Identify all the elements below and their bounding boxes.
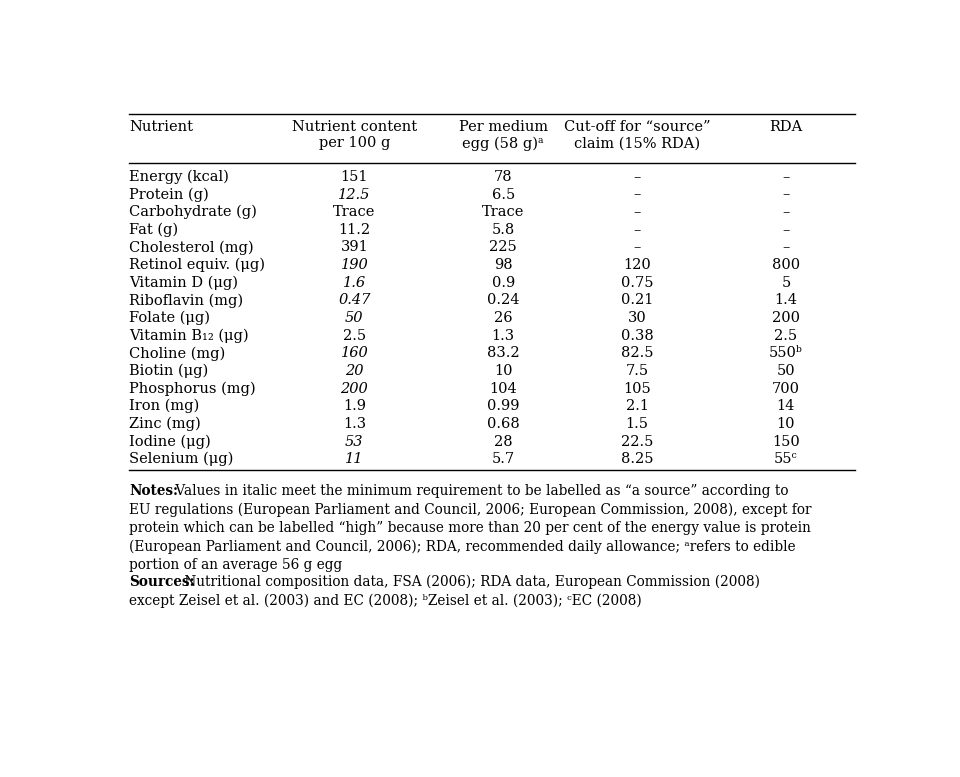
Text: 800: 800	[772, 258, 800, 272]
Text: 200: 200	[772, 311, 800, 325]
Text: 0.75: 0.75	[621, 276, 654, 290]
Text: 0.47: 0.47	[338, 294, 371, 308]
Text: –: –	[634, 205, 640, 219]
Text: Nutrient: Nutrient	[129, 120, 193, 134]
Text: 11.2: 11.2	[338, 223, 371, 237]
Text: 78: 78	[493, 170, 513, 184]
Text: 0.99: 0.99	[487, 399, 519, 413]
Text: Vitamin B₁₂ (μg): Vitamin B₁₂ (μg)	[129, 329, 249, 343]
Text: 6.5: 6.5	[492, 187, 515, 201]
Text: Trace: Trace	[333, 205, 375, 219]
Text: 190: 190	[341, 258, 369, 272]
Text: except Zeisel et al. (2003) and EC (2008); ᵇZeisel et al. (2003); ᶜEC (2008): except Zeisel et al. (2003) and EC (2008…	[129, 593, 641, 608]
Text: –: –	[634, 240, 640, 254]
Text: –: –	[782, 170, 789, 184]
Text: 2.1: 2.1	[626, 399, 649, 413]
Text: 5.7: 5.7	[492, 452, 515, 466]
Text: 150: 150	[772, 434, 800, 448]
Text: Nutritional composition data, FSA (2006); RDA data, European Commission (2008): Nutritional composition data, FSA (2006)…	[180, 574, 759, 589]
Text: 0.38: 0.38	[621, 329, 654, 343]
Text: Notes:: Notes:	[129, 483, 178, 497]
Text: 105: 105	[623, 382, 651, 395]
Text: Protein (g): Protein (g)	[129, 187, 208, 202]
Text: 2.5: 2.5	[775, 329, 798, 343]
Text: 700: 700	[772, 382, 800, 395]
Text: Biotin (μg): Biotin (μg)	[129, 364, 208, 378]
Text: Values in italic meet the minimum requirement to be labelled as “a source” accor: Values in italic meet the minimum requir…	[171, 483, 788, 497]
Text: Per medium
egg (58 g)ᵃ: Per medium egg (58 g)ᵃ	[459, 120, 548, 151]
Text: Carbohydrate (g): Carbohydrate (g)	[129, 205, 257, 219]
Text: 1.4: 1.4	[775, 294, 798, 308]
Text: 160: 160	[341, 347, 369, 361]
Text: 5: 5	[781, 276, 790, 290]
Text: Fat (g): Fat (g)	[129, 222, 178, 237]
Text: 30: 30	[628, 311, 646, 325]
Text: Iodine (μg): Iodine (μg)	[129, 434, 210, 449]
Text: Zinc (mg): Zinc (mg)	[129, 416, 201, 431]
Text: 98: 98	[493, 258, 513, 272]
Text: Selenium (μg): Selenium (μg)	[129, 452, 233, 466]
Text: 10: 10	[493, 364, 513, 378]
Text: 53: 53	[345, 434, 364, 448]
Text: 1.3: 1.3	[492, 329, 515, 343]
Text: –: –	[634, 187, 640, 201]
Text: 20: 20	[345, 364, 364, 378]
Text: Choline (mg): Choline (mg)	[129, 346, 226, 361]
Text: Cut-off for “source”
claim (15% RDA): Cut-off for “source” claim (15% RDA)	[564, 120, 710, 151]
Text: 0.24: 0.24	[487, 294, 519, 308]
Text: 120: 120	[623, 258, 651, 272]
Text: Vitamin D (μg): Vitamin D (μg)	[129, 276, 238, 290]
Text: 26: 26	[493, 311, 513, 325]
Text: 1.9: 1.9	[343, 399, 366, 413]
Text: 1.6: 1.6	[343, 276, 366, 290]
Text: Energy (kcal): Energy (kcal)	[129, 169, 228, 184]
Text: 1.3: 1.3	[343, 417, 366, 431]
Text: portion of an average 56 g egg: portion of an average 56 g egg	[129, 558, 342, 572]
Text: 11: 11	[345, 452, 364, 466]
Text: 0.9: 0.9	[492, 276, 515, 290]
Text: 151: 151	[341, 170, 368, 184]
Text: EU regulations (European Parliament and Council, 2006; European Commission, 2008: EU regulations (European Parliament and …	[129, 502, 811, 517]
Text: 14: 14	[777, 399, 795, 413]
Text: Iron (mg): Iron (mg)	[129, 399, 199, 413]
Text: –: –	[782, 240, 789, 254]
Text: 7.5: 7.5	[626, 364, 649, 378]
Text: Phosphorus (mg): Phosphorus (mg)	[129, 382, 255, 395]
Text: (European Parliament and Council, 2006); RDA, recommended daily allowance; ᵃrefe: (European Parliament and Council, 2006);…	[129, 539, 796, 554]
Text: Folate (μg): Folate (μg)	[129, 311, 210, 326]
Text: –: –	[634, 223, 640, 237]
Text: Cholesterol (mg): Cholesterol (mg)	[129, 240, 253, 255]
Text: 83.2: 83.2	[487, 347, 519, 361]
Text: 22.5: 22.5	[621, 434, 653, 448]
Text: 550ᵇ: 550ᵇ	[769, 347, 803, 361]
Text: 5.8: 5.8	[492, 223, 515, 237]
Text: Nutrient content
per 100 g: Nutrient content per 100 g	[292, 120, 417, 151]
Text: Trace: Trace	[482, 205, 524, 219]
Text: –: –	[782, 187, 789, 201]
Text: –: –	[782, 205, 789, 219]
Text: 1.5: 1.5	[626, 417, 649, 431]
Text: 2.5: 2.5	[343, 329, 366, 343]
Text: 0.21: 0.21	[621, 294, 653, 308]
Text: –: –	[782, 223, 789, 237]
Text: protein which can be labelled “high” because more than 20 per cent of the energy: protein which can be labelled “high” bec…	[129, 521, 811, 535]
Text: 104: 104	[490, 382, 517, 395]
Text: Riboflavin (mg): Riboflavin (mg)	[129, 293, 243, 308]
Text: 28: 28	[493, 434, 513, 448]
Text: 391: 391	[341, 240, 369, 254]
Text: RDA: RDA	[769, 120, 803, 134]
Text: 12.5: 12.5	[338, 187, 371, 201]
Text: 55ᶜ: 55ᶜ	[774, 452, 798, 466]
Text: Sources:: Sources:	[129, 574, 195, 588]
Text: –: –	[634, 170, 640, 184]
Text: 8.25: 8.25	[621, 452, 654, 466]
Text: 200: 200	[341, 382, 369, 395]
Text: 50: 50	[345, 311, 364, 325]
Text: 50: 50	[777, 364, 795, 378]
Text: 10: 10	[777, 417, 795, 431]
Text: 225: 225	[490, 240, 517, 254]
Text: Retinol equiv. (μg): Retinol equiv. (μg)	[129, 258, 265, 272]
Text: 82.5: 82.5	[621, 347, 654, 361]
Text: 0.68: 0.68	[487, 417, 519, 431]
